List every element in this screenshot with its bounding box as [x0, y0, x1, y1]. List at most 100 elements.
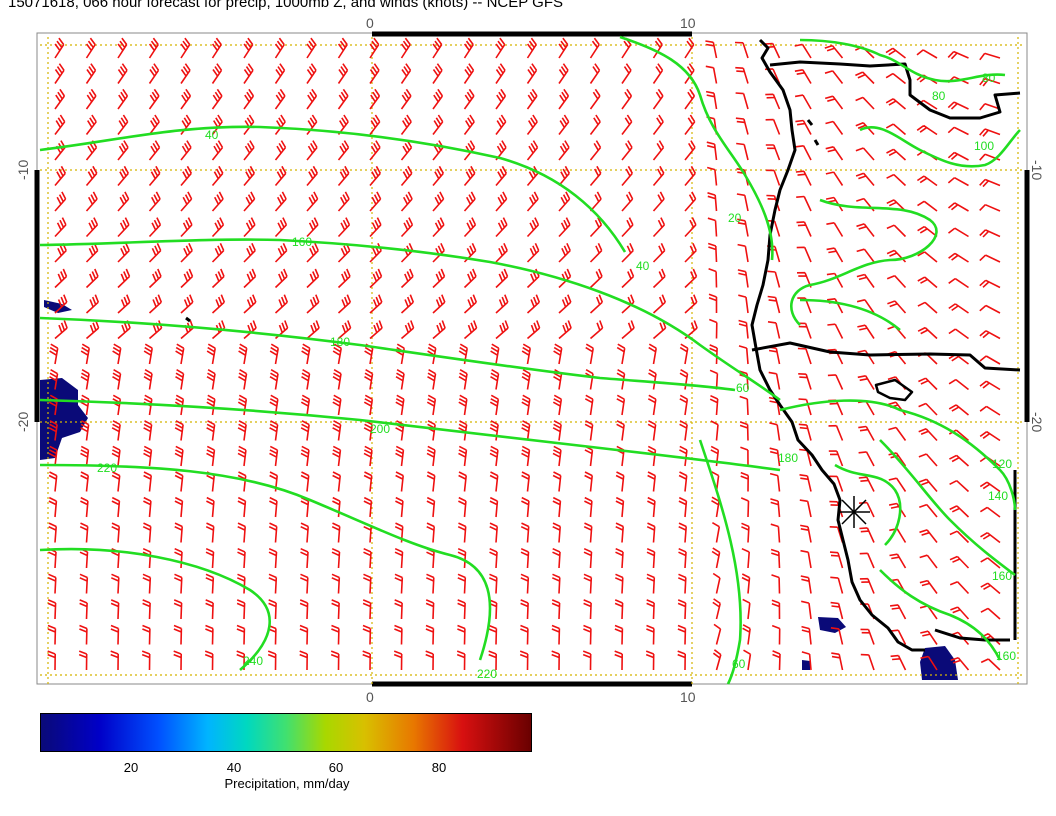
wind-barb: [647, 496, 656, 518]
wind-barb: [332, 496, 341, 518]
wind-barb: [947, 50, 969, 60]
wind-barb: [859, 552, 875, 569]
wind-barb: [737, 269, 749, 288]
wind-barb: [457, 624, 466, 645]
contour-100: [859, 126, 1021, 168]
wind-barb: [616, 394, 626, 416]
wind-barb: [646, 547, 656, 569]
wind-barb: [646, 573, 656, 594]
wind-barb: [979, 431, 1001, 442]
wind-barb: [824, 70, 844, 84]
wind-barb: [558, 268, 572, 289]
wind-barb: [949, 479, 970, 493]
wind-barb: [112, 369, 122, 390]
wind-barb: [395, 420, 405, 441]
wind-barb: [646, 599, 655, 620]
wind-barb: [362, 650, 371, 671]
wind-barb: [143, 343, 153, 365]
wind-barb: [583, 522, 593, 543]
wind-barb: [143, 471, 152, 492]
wind-barb: [143, 496, 152, 518]
wind-barb: [495, 114, 507, 135]
wind-barb: [332, 420, 342, 441]
wind-barb: [205, 573, 215, 594]
wind-barb: [797, 347, 812, 365]
wind-barb: [362, 624, 372, 645]
wind-barb: [117, 320, 131, 340]
wind-barb: [331, 624, 340, 645]
wind-barb: [558, 37, 569, 59]
wind-barb: [330, 650, 340, 671]
wind-barb: [799, 474, 812, 492]
wind-barb: [274, 88, 286, 110]
wind-barb: [49, 369, 59, 390]
wind-barb: [621, 88, 633, 110]
wind-barb: [495, 191, 508, 212]
wind-barb: [400, 114, 412, 135]
wind-barb: [646, 624, 655, 645]
wind-barb: [111, 471, 121, 492]
contour-120: [779, 399, 1017, 511]
wind-barb: [888, 477, 907, 492]
wind-barb: [520, 624, 529, 645]
wind-barb: [458, 369, 468, 390]
wind-barb: [705, 65, 718, 84]
wind-barb: [739, 395, 749, 416]
wind-barb: [369, 37, 380, 59]
wind-barb: [269, 445, 279, 467]
wind-barb: [300, 547, 309, 569]
wind-barb: [48, 420, 58, 441]
wind-barb: [827, 323, 844, 339]
wind-barb: [306, 63, 317, 84]
wind-barb: [526, 217, 540, 238]
wind-barb: [771, 599, 781, 620]
wind-barb: [237, 394, 248, 416]
wind-barb: [679, 369, 689, 390]
wind-barb: [947, 202, 969, 212]
wind-barb: [432, 63, 443, 84]
contour-label: 40: [205, 128, 219, 142]
wind-barb: [306, 165, 318, 187]
wind-barb: [707, 242, 718, 263]
wind-barb: [337, 37, 348, 59]
wind-barb: [394, 599, 403, 620]
wind-barb: [920, 655, 938, 671]
wind-barb: [48, 445, 58, 467]
wind-barb: [794, 43, 812, 59]
wind-barb: [979, 481, 1001, 493]
wind-barb: [980, 607, 1001, 620]
wind-barb: [526, 114, 538, 135]
wind-barb: [558, 217, 571, 238]
wind-barb: [796, 195, 812, 212]
wind-barb: [495, 242, 508, 263]
wind-barb: [332, 343, 342, 365]
contour-labels: 40 160 180 200 220 240 220 20 40 60 180 …: [97, 71, 1016, 681]
wind-barb: [110, 650, 119, 671]
wind-barb: [979, 52, 1001, 61]
wind-barb: [621, 114, 633, 135]
wind-barb: [979, 153, 1001, 161]
wind-barb: [211, 37, 222, 59]
wind-barb: [174, 471, 184, 492]
wind-barb: [980, 557, 1001, 569]
wind-barb: [174, 522, 183, 543]
wind-barb: [684, 217, 697, 238]
wind-barb: [526, 191, 539, 212]
wind-barb: [274, 140, 287, 161]
wind-barb: [947, 126, 969, 136]
wind-barb: [301, 343, 311, 365]
wind-barb: [979, 254, 1001, 263]
wind-barb: [142, 522, 152, 543]
wind-barb: [520, 573, 530, 594]
wind-barb: [337, 320, 352, 340]
wind-barb: [463, 114, 475, 135]
wind-barb: [767, 295, 781, 314]
wind-barb: [269, 496, 278, 518]
lat-tick-right-minus20: -20: [1029, 412, 1045, 432]
wind-barb: [54, 140, 66, 161]
wind-barb: [829, 475, 844, 492]
wind-barb: [363, 394, 374, 416]
wind-barb: [174, 496, 184, 518]
contour-label: 220: [477, 667, 497, 681]
wind-barb: [395, 445, 405, 467]
